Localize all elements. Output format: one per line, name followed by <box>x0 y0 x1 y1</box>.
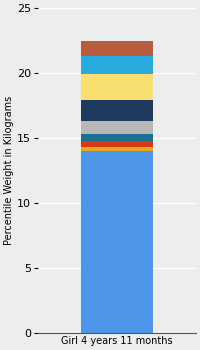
Bar <box>81 41 153 56</box>
Bar <box>81 100 153 121</box>
Bar <box>81 141 153 147</box>
Bar <box>81 74 153 100</box>
Bar <box>81 134 153 141</box>
Y-axis label: Percentile Weight in Kilograms: Percentile Weight in Kilograms <box>4 96 14 245</box>
Bar <box>81 56 153 74</box>
Bar <box>81 121 153 134</box>
Bar <box>81 147 153 151</box>
Bar <box>81 151 153 333</box>
